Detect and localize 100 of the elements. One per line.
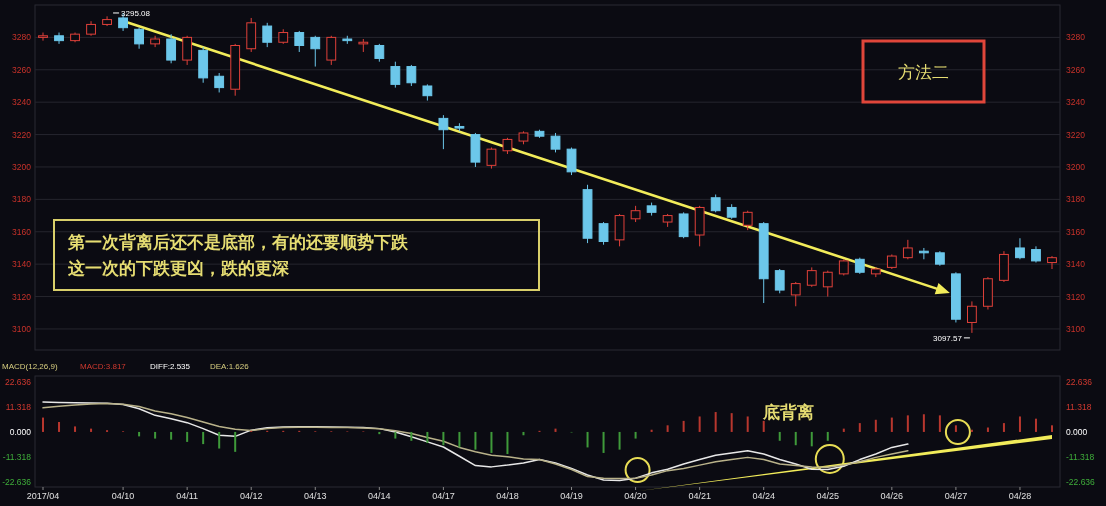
y-tick-label: 3140 — [12, 259, 32, 270]
annotation: 3097.57 — [932, 333, 963, 343]
bar — [394, 431, 397, 439]
bar — [490, 431, 493, 453]
x-tick-label: 04/18 — [496, 491, 519, 501]
y2-tick-label: 3200 — [1066, 161, 1086, 172]
bar — [186, 431, 189, 442]
bar — [202, 431, 205, 445]
x-tick-label: 04/25 — [816, 491, 840, 501]
y-tick-label: 3220 — [12, 129, 32, 140]
bar — [1034, 418, 1037, 432]
y2-tick-label: 3120 — [1066, 291, 1086, 302]
bar — [506, 431, 509, 455]
y-tick-label: 3100 — [12, 323, 32, 334]
y2-tick-label: 22.636 — [1066, 376, 1093, 387]
bar — [938, 415, 941, 432]
y2-tick-label: 3140 — [1066, 259, 1086, 270]
bar — [794, 431, 797, 446]
y-tick-label: -22.636 — [2, 476, 32, 487]
bar — [730, 413, 733, 432]
y-tick-label: 11.318 — [5, 401, 32, 412]
x-tick-label: 04/13 — [304, 491, 327, 501]
bar — [154, 431, 157, 439]
x-tick-label: 04/11 — [176, 491, 199, 501]
annotation: 3295.08 — [121, 8, 151, 18]
bar — [778, 431, 781, 441]
bar — [442, 431, 445, 446]
bar — [378, 431, 381, 435]
y-tick-label: 3200 — [12, 161, 32, 172]
y2-tick-label: -22.636 — [1066, 476, 1096, 487]
x-tick-label: 04/17 — [432, 491, 455, 501]
y-tick-label: 3240 — [12, 97, 32, 108]
x-tick-label: 04/12 — [239, 491, 263, 501]
y2-tick-label: 3260 — [1066, 64, 1086, 75]
bar — [74, 426, 77, 432]
bar — [218, 431, 221, 449]
bar — [234, 431, 237, 452]
y-tick-label: 3120 — [12, 291, 32, 302]
x-tick-label: 04/24 — [752, 491, 775, 501]
y2-tick-label: 3220 — [1066, 129, 1086, 140]
x-tick-label: 04/21 — [688, 491, 711, 501]
x-tick-label: 04/27 — [944, 491, 968, 501]
bar — [170, 431, 173, 440]
y-tick-label: 3160 — [12, 226, 32, 237]
text: MACD:3.817 — [80, 362, 127, 371]
bar — [890, 417, 893, 432]
bar — [714, 412, 717, 432]
bar — [426, 431, 429, 443]
bar — [826, 431, 829, 441]
bar — [1018, 416, 1021, 432]
y-tick-label: 3180 — [12, 194, 32, 205]
y2-tick-label: 3100 — [1066, 323, 1086, 334]
bar — [746, 416, 749, 432]
y-tick-label: 3280 — [12, 32, 32, 43]
bar — [874, 419, 877, 432]
bar — [666, 425, 669, 432]
y2-tick-label: 3240 — [1066, 97, 1086, 108]
y-tick-label: 3260 — [12, 64, 32, 75]
x-tick-label: 04/26 — [880, 491, 904, 501]
bar — [474, 431, 477, 450]
y-tick-label: 22.636 — [5, 376, 32, 387]
bar — [58, 421, 61, 432]
bar — [586, 431, 589, 448]
bar — [906, 415, 909, 432]
bar — [42, 417, 45, 432]
text: DEA:1.626 — [210, 362, 250, 371]
y2-tick-label: 3180 — [1066, 194, 1086, 205]
x-tick-label: 04/20 — [624, 491, 647, 501]
annotation: 方法二 — [898, 63, 949, 82]
y-tick-label: 0.000 — [9, 426, 32, 437]
y2-tick-label: 11.318 — [1066, 401, 1092, 412]
bar — [810, 431, 813, 447]
text: DIFF:2.535 — [150, 362, 191, 371]
x-tick-label: 04/28 — [1008, 491, 1032, 501]
y2-tick-label: -11.318 — [1066, 451, 1095, 462]
x-tick-label: 04/10 — [111, 491, 135, 501]
x-tick-label: 2017/04 — [26, 491, 60, 501]
bar — [618, 431, 621, 450]
y2-tick-label: 3160 — [1066, 226, 1086, 237]
bar — [410, 431, 413, 441]
bar — [970, 429, 973, 432]
bar — [922, 414, 925, 432]
bar — [650, 429, 653, 432]
bar — [602, 431, 605, 453]
bar — [1002, 423, 1005, 432]
annotation: 底背离 — [762, 403, 814, 422]
y2-tick-label: 0.000 — [1066, 426, 1088, 437]
y-tick-label: -11.318 — [2, 451, 32, 462]
annotation: 第一次背离后还不是底部，有的还要顺势下跌这一次的下跌更凶，跌的更深 — [67, 233, 409, 278]
x-tick-label: 04/19 — [560, 491, 583, 501]
x-tick-label: 04/14 — [368, 491, 391, 501]
bar — [458, 431, 461, 448]
bar — [762, 420, 765, 432]
y2-tick-label: 3280 — [1066, 32, 1086, 43]
bar — [858, 423, 861, 432]
text: MACD(12,26,9) — [2, 362, 58, 371]
bar — [698, 416, 701, 432]
bar — [954, 425, 957, 432]
bar — [1050, 425, 1053, 432]
bar — [634, 431, 637, 439]
